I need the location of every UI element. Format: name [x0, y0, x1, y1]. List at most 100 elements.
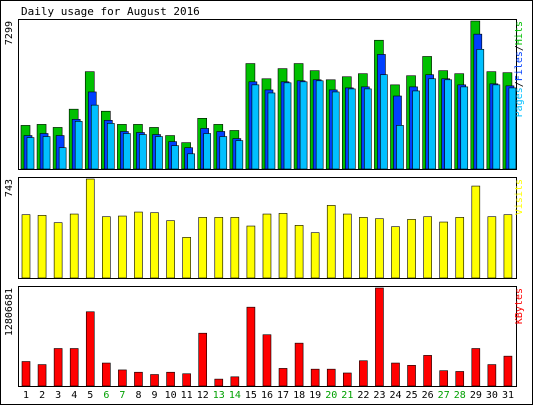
pages-bar [90, 104, 99, 170]
day-label: 14 [229, 390, 241, 401]
kbytes-bar [246, 306, 256, 387]
kbytes-bar [198, 332, 208, 387]
kbytes-bar [37, 364, 47, 387]
day-label: 26 [422, 390, 434, 401]
visits-panel: 743 Visits [4, 177, 525, 279]
pages-bar [203, 133, 212, 170]
kbytes-bar [134, 371, 143, 387]
pages-bar [508, 87, 517, 170]
pages-bar [460, 86, 469, 170]
day-label: 8 [135, 390, 141, 401]
y-series-label-part: / [514, 81, 525, 87]
kbytes-bar [455, 371, 465, 387]
pages-bar [123, 133, 131, 170]
day-label: 13 [213, 390, 225, 401]
day-label: 5 [87, 390, 93, 401]
kbytes-bar [214, 378, 224, 387]
visits-bar [262, 213, 272, 279]
visits-bar [455, 217, 465, 279]
pages-bar [58, 147, 67, 170]
visits-bar [487, 216, 497, 279]
kbytes-bar [326, 368, 336, 387]
y-max-label: 12806681 [4, 288, 15, 336]
visits-bar [118, 215, 127, 279]
kbytes-bar [471, 348, 481, 387]
day-label: 28 [454, 390, 466, 401]
pages-bar [74, 121, 83, 170]
day-label: 29 [470, 390, 482, 401]
day-label: 31 [502, 390, 514, 401]
pages-bar [42, 136, 51, 170]
pages-bar [331, 91, 340, 170]
kbytes-bar [423, 355, 432, 387]
pages-bar [267, 92, 276, 170]
day-label: 11 [181, 390, 193, 401]
visits-bar [439, 221, 448, 279]
pages-bar [476, 49, 485, 170]
kbytes-bar [294, 342, 304, 387]
day-label: 23 [373, 390, 385, 401]
visits-bar [326, 205, 336, 279]
visits-bar [198, 217, 208, 279]
kbytes-bar [150, 374, 159, 387]
day-label: 6 [103, 390, 109, 401]
visits-bar [359, 217, 368, 279]
y-max-label: 743 [4, 179, 15, 197]
pages-bar [364, 88, 372, 170]
day-label: 16 [261, 390, 273, 401]
y-series-label-part: Hits [514, 21, 525, 45]
kbytes-bar [21, 361, 31, 387]
pages-bar [171, 145, 179, 170]
visits-bar [21, 214, 31, 279]
kbytes-bar [278, 368, 288, 387]
kbytes-bar [102, 362, 111, 387]
kbytes-bar [53, 348, 63, 387]
kbytes-bar [69, 348, 79, 387]
day-label: 22 [357, 390, 369, 401]
day-label: 1 [23, 390, 29, 401]
visits-bar [503, 214, 513, 279]
y-series-label: Visits [514, 179, 525, 215]
visits-bar [166, 220, 175, 279]
pages-bar [219, 136, 228, 170]
day-label: 2 [39, 390, 45, 401]
pages-bar [283, 82, 292, 170]
kbytes-bar [85, 311, 95, 387]
kbytes-bar [439, 370, 448, 387]
pages-bar [492, 84, 501, 170]
pages-bar [347, 88, 356, 170]
pages-bar [155, 136, 163, 170]
day-label: 10 [165, 390, 177, 401]
pages-bar [139, 134, 147, 170]
kbytes-bar [391, 362, 400, 387]
pages-bar [428, 78, 436, 170]
day-label: 12 [197, 390, 209, 401]
visits-bar [407, 219, 416, 279]
pages-bar [396, 125, 404, 170]
pages-bar [380, 74, 388, 170]
y-series-label-part: Pages [514, 87, 525, 117]
pages-bar [107, 123, 115, 170]
visits-bar [182, 237, 191, 279]
day-label: 20 [325, 390, 337, 401]
day-label: 17 [277, 390, 289, 401]
day-label: 24 [389, 390, 401, 401]
pages-bar [412, 90, 420, 170]
y-series-label: KBytes [514, 288, 525, 324]
day-label: 25 [406, 390, 418, 401]
day-label: 19 [309, 390, 321, 401]
visits-bar [310, 232, 320, 279]
y-series-label-part: Files [514, 51, 525, 81]
y-series-label: Pages/Files/Hits [514, 21, 525, 117]
kbytes-bar [166, 371, 175, 387]
day-label: 7 [119, 390, 125, 401]
kbytes-bar [503, 355, 513, 387]
kbytes-bar [310, 368, 320, 387]
y-series-label-part: / [514, 45, 525, 51]
pages-bar [187, 153, 195, 170]
kbytes-bar [118, 369, 127, 387]
kbytes-bar [407, 365, 416, 387]
pages-bar [251, 84, 260, 170]
visits-bar [37, 215, 47, 279]
